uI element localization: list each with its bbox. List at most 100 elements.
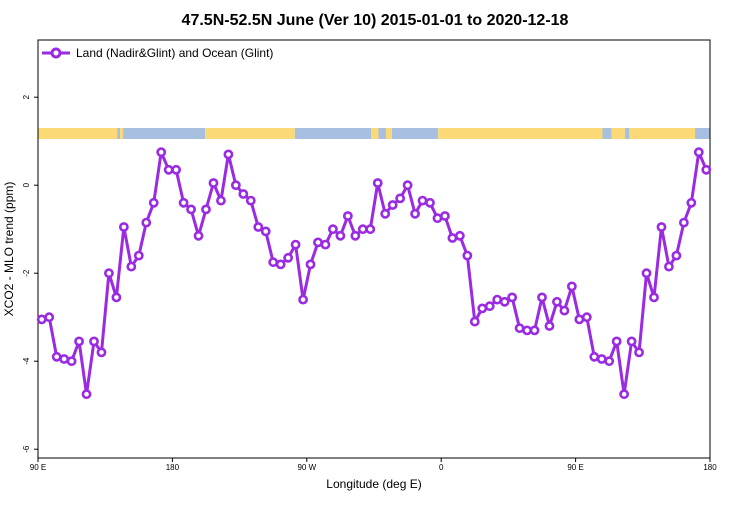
data-point <box>328 224 338 235</box>
data-point <box>313 237 323 248</box>
data-point <box>619 389 630 400</box>
data-point <box>611 336 622 347</box>
data-point <box>626 336 637 347</box>
chart-title: 47.5N-52.5N June (Ver 10) 2015-01-01 to … <box>182 12 569 29</box>
data-point <box>574 314 585 325</box>
surface-segment-ocean <box>602 128 612 139</box>
surface-segment-land <box>611 128 625 139</box>
data-point <box>223 149 234 160</box>
data-point <box>201 204 211 215</box>
x-tick-label: 90 E <box>567 463 583 472</box>
data-point <box>208 178 219 188</box>
data-point <box>216 195 226 206</box>
data-point <box>268 257 279 268</box>
data-point <box>462 250 473 261</box>
y-tick-label: 0 <box>22 182 31 187</box>
data-point <box>148 197 159 208</box>
data-point <box>596 354 607 364</box>
data-point <box>693 147 704 158</box>
surface-segment-land <box>438 128 603 139</box>
data-point <box>59 354 70 364</box>
data-point <box>634 347 644 358</box>
surface-segment-land <box>629 128 696 139</box>
data-point <box>514 323 525 334</box>
x-axis-ticks: 90 E 180 90 W 0 90 E 180 <box>30 458 717 472</box>
data-point <box>96 347 107 358</box>
data-point <box>469 316 480 327</box>
y-axis-ticks: 2 0 -2 -4 -6 <box>22 94 38 453</box>
data-point <box>589 351 600 362</box>
data-point <box>395 193 406 204</box>
data-point <box>350 230 361 241</box>
legend: Land (Nadir&Glint) and Ocean (Glint) <box>42 46 273 60</box>
data-point <box>44 312 55 323</box>
data-point <box>342 211 353 221</box>
data-point <box>163 164 174 175</box>
y-tick-label: -2 <box>22 269 31 277</box>
data-point <box>552 296 562 307</box>
legend-entry-label: Land (Nadir&Glint) and Ocean (Glint) <box>76 46 273 60</box>
data-point <box>686 197 697 208</box>
land-ocean-surface-bar <box>38 128 710 139</box>
y-tick-label: 2 <box>22 94 31 99</box>
data-point <box>425 197 435 208</box>
data-point <box>484 301 495 312</box>
data-point <box>66 356 77 367</box>
data-point <box>477 303 488 314</box>
surface-segment-ocean <box>624 128 630 139</box>
data-point <box>335 230 346 241</box>
data-point <box>432 213 443 224</box>
x-tick-label: 90 W <box>297 463 316 472</box>
data-point <box>447 233 458 243</box>
data-point <box>678 217 689 228</box>
data-point <box>305 259 316 270</box>
data-point <box>193 230 204 241</box>
data-point <box>537 292 547 303</box>
plot-frame <box>37 39 711 459</box>
surface-segment-land <box>120 128 124 139</box>
surface-segment-ocean <box>695 128 710 139</box>
x-tick-label: 180 <box>166 463 180 472</box>
data-point <box>559 305 570 316</box>
data-point <box>133 250 144 261</box>
x-tick-label: 90 E <box>30 463 46 472</box>
data-point <box>178 197 189 208</box>
data-point <box>298 294 308 305</box>
data-point <box>671 250 682 261</box>
data-point <box>529 325 540 336</box>
data-point <box>230 180 241 191</box>
data-point <box>51 351 62 362</box>
data-point <box>649 292 659 303</box>
data-point <box>104 268 114 279</box>
data-point <box>126 261 137 272</box>
data-point <box>641 268 652 279</box>
data-point <box>253 222 264 232</box>
data-point <box>141 217 152 228</box>
data-point <box>320 239 331 250</box>
y-axis-label: XCO2 - MLO trend (ppm) <box>2 182 16 317</box>
data-point <box>417 195 428 206</box>
data-point <box>522 325 532 336</box>
surface-segment-land <box>385 128 392 139</box>
data-point <box>186 204 196 215</box>
surface-segment-land <box>38 128 118 139</box>
x-tick-label: 180 <box>703 463 717 472</box>
surface-segment-ocean <box>391 128 439 139</box>
data-point <box>74 336 84 347</box>
surface-segment-ocean <box>117 128 121 139</box>
data-point <box>171 164 182 175</box>
data-point <box>492 294 503 305</box>
data-point <box>387 200 398 210</box>
data-point <box>89 336 99 347</box>
data-point <box>581 312 592 323</box>
legend-marker <box>50 47 62 59</box>
data-point <box>664 261 674 272</box>
data-point <box>402 180 413 191</box>
data-point <box>365 224 376 235</box>
data-point <box>454 230 465 241</box>
data-point <box>275 259 286 270</box>
x-tick-label: 0 <box>439 463 444 472</box>
data-point <box>290 239 301 250</box>
